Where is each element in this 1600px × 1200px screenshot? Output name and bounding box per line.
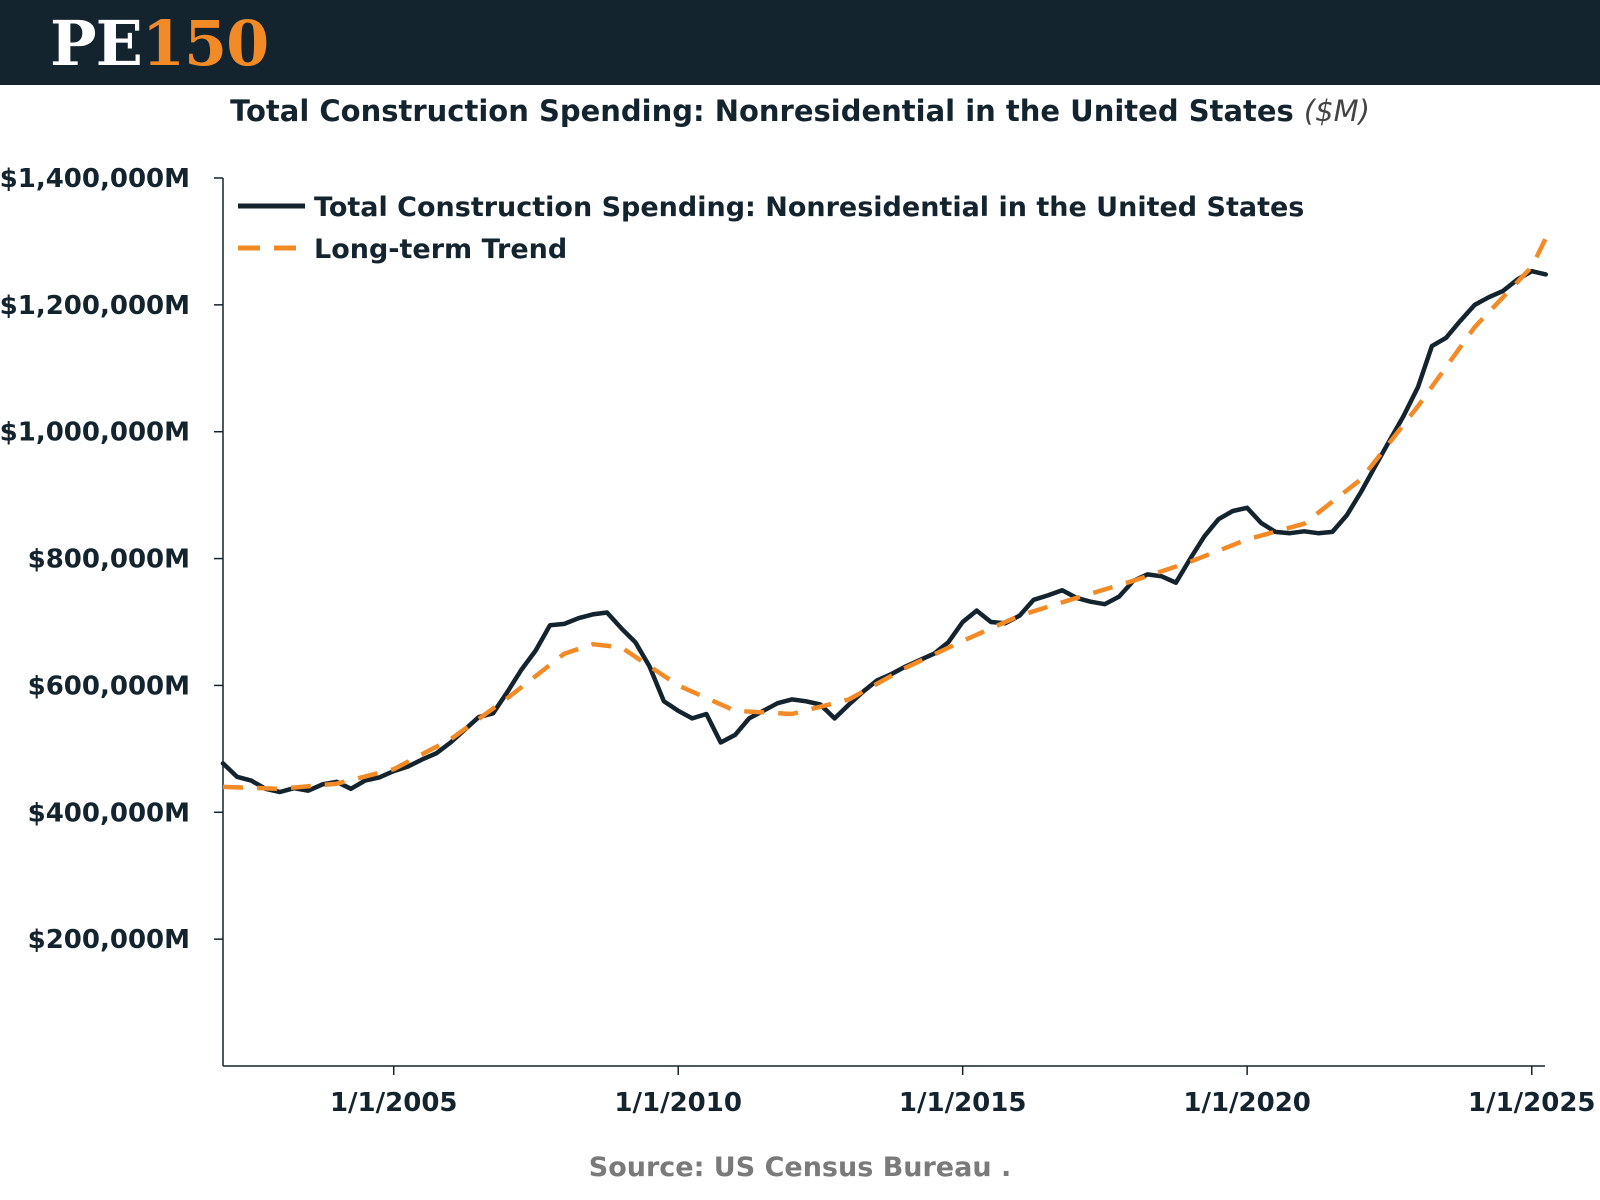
logo-pe-text: PE [50,7,143,80]
x-tick-label: 1/1/2020 [1183,1088,1311,1118]
legend-label: Total Construction Spending: Nonresident… [314,192,1304,223]
chart-units-label: ($M) [1303,94,1370,128]
x-tick-label: 1/1/2025 [1468,1088,1596,1118]
chart-title-text: Total Construction Spending: Nonresident… [230,94,1294,128]
series-line-spending [220,268,1549,795]
x-tick-label: 1/1/2015 [899,1088,1027,1118]
y-tick-label: $400,000M [28,798,190,828]
logo-number-text: 150 [141,7,269,80]
series-line-trend [222,237,1548,792]
pe150-logo: PE150 [50,6,269,82]
chart-title: Total Construction Spending: Nonresident… [0,94,1600,128]
source-note: Source: US Census Bureau . [588,1152,1012,1183]
y-tick-label: $800,000M [28,545,190,575]
y-tick-label: $600,000M [28,671,190,701]
y-tick-label: $200,000M [28,925,190,955]
y-tick-label: $1,000,000M [0,418,190,448]
header-bar: PE150 [0,0,1600,85]
y-tick-label: $1,400,000M [0,164,190,194]
legend-label: Long-term Trend [314,234,567,265]
x-tick-label: 1/1/2010 [614,1088,742,1118]
x-tick-label: 1/1/2005 [330,1088,458,1118]
y-tick-label: $1,200,000M [0,291,190,321]
